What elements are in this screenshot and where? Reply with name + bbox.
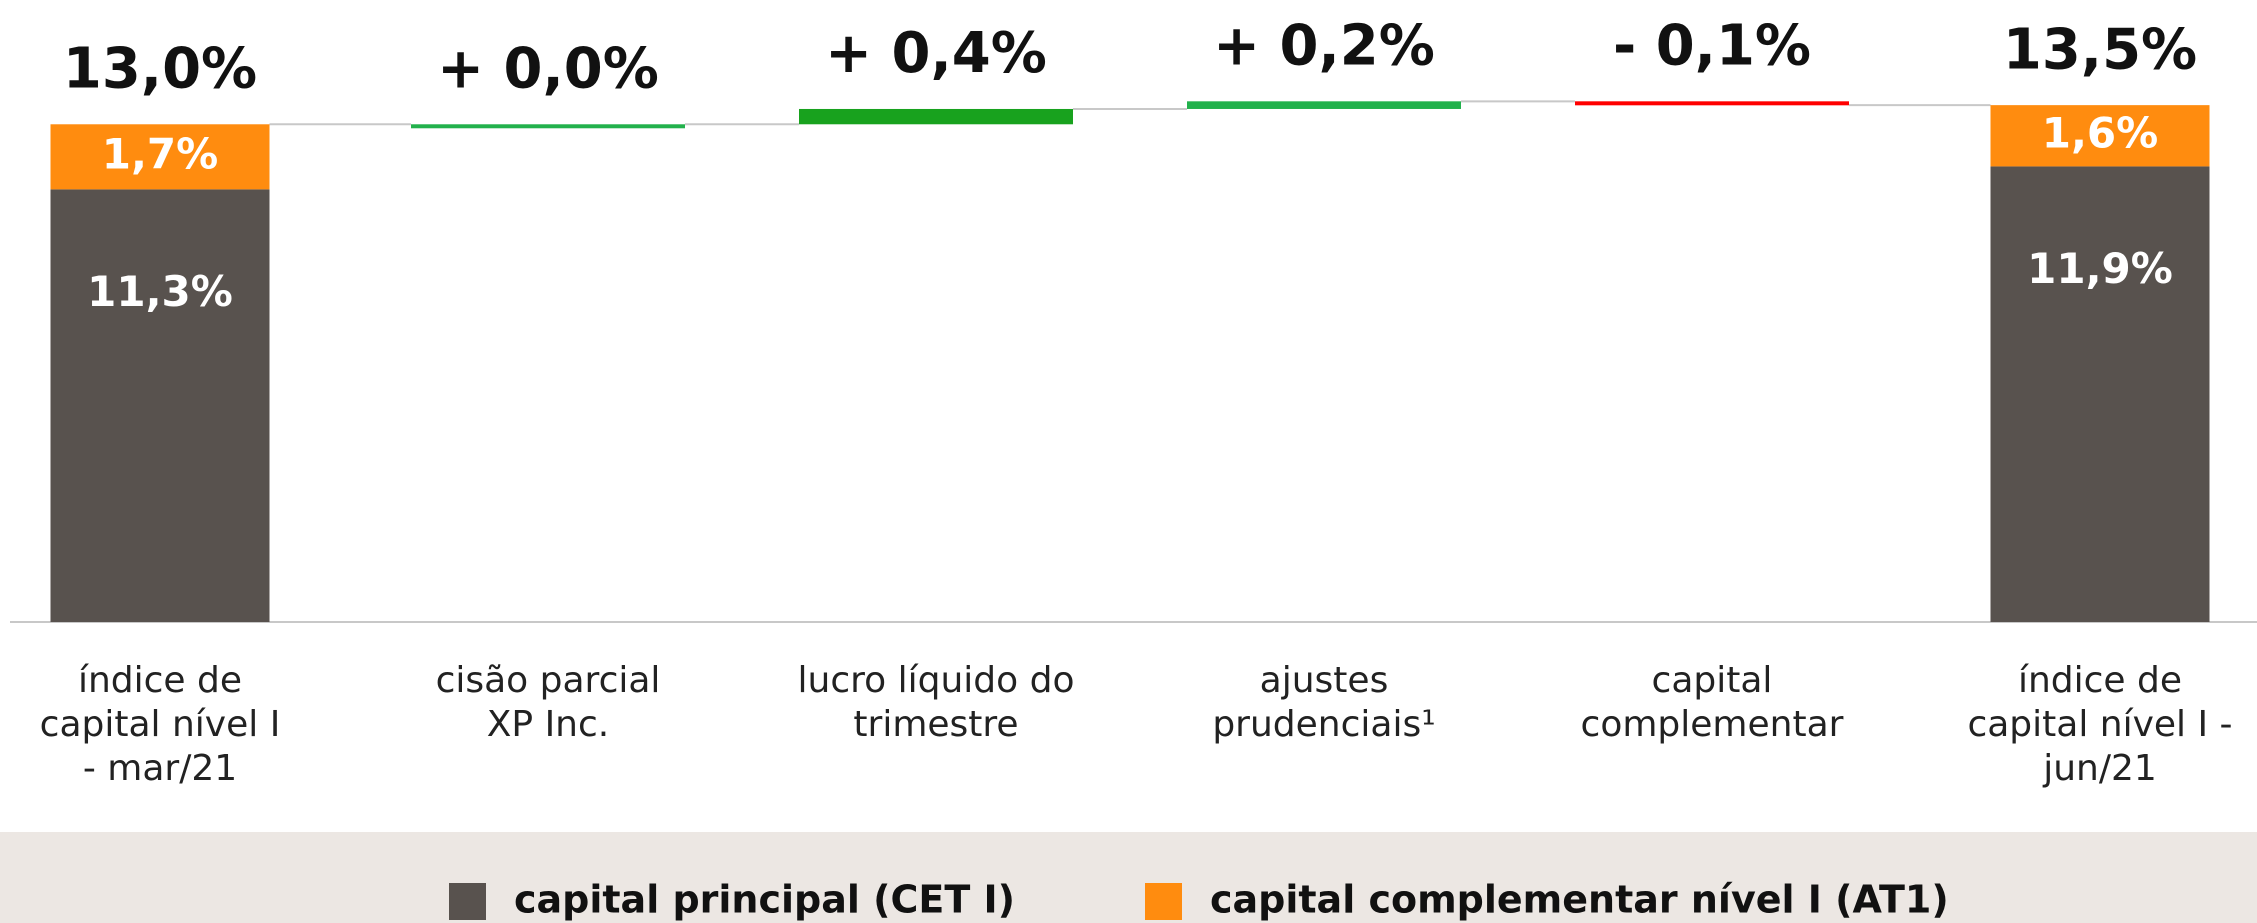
x-tick-label: - mar/21 xyxy=(83,748,237,789)
change-label: + 0,0% xyxy=(437,36,659,101)
bar-segment xyxy=(1990,105,2210,167)
change-label: - 0,1% xyxy=(1613,13,1811,78)
bar-segment xyxy=(1990,166,2210,622)
bar-segment xyxy=(50,189,270,622)
value-label: 1,6% xyxy=(2042,108,2158,157)
legend-swatch xyxy=(449,883,486,920)
change-bar xyxy=(1187,101,1461,109)
x-tick-label: índice de xyxy=(78,660,242,701)
x-tick-label: complementar xyxy=(1581,704,1844,745)
x-tick-label: jun/21 xyxy=(2042,748,2157,789)
x-tick-label: lucro líquido do xyxy=(798,660,1075,701)
change-label: + 0,4% xyxy=(825,21,1047,86)
x-tick-label: capital nível I - xyxy=(1967,704,2232,745)
total-label: 13,0% xyxy=(63,36,257,101)
x-tick-label: capital nível I xyxy=(40,704,281,745)
value-label: 11,3% xyxy=(87,267,233,316)
x-tick-label: cisão parcial xyxy=(436,660,661,701)
legend-swatch xyxy=(1145,883,1182,920)
change-bar xyxy=(411,124,685,129)
value-label: 11,9% xyxy=(2027,244,2173,293)
x-tick-label: prudenciais¹ xyxy=(1212,704,1435,745)
x-tick-label: índice de xyxy=(2018,660,2182,701)
legend-label: capital complementar nível I (AT1) xyxy=(1210,878,1949,922)
total-label: 13,5% xyxy=(2003,17,2197,82)
x-tick-label: XP Inc. xyxy=(487,704,609,745)
x-tick-label: ajustes xyxy=(1260,660,1389,701)
bar-segment xyxy=(50,124,270,190)
legend-band xyxy=(0,832,2257,923)
x-tick-label: trimestre xyxy=(853,704,1018,745)
value-label: 1,7% xyxy=(102,129,218,178)
change-label: + 0,2% xyxy=(1213,13,1435,78)
legend-label: capital principal (CET I) xyxy=(514,878,1015,922)
x-tick-label: capital xyxy=(1652,660,1773,701)
change-bar xyxy=(1575,101,1849,106)
change-bar xyxy=(799,108,1073,125)
